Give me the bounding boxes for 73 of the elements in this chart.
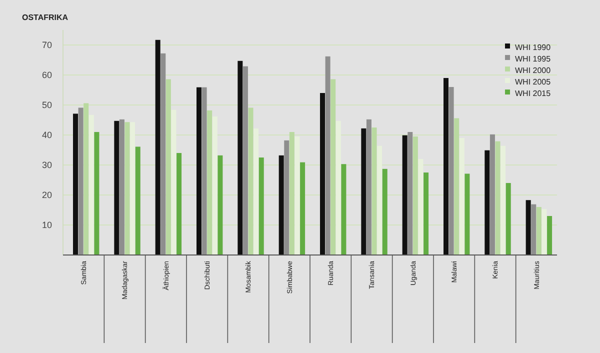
y-tick-label: 70 [42, 40, 52, 50]
bar [454, 118, 460, 255]
bar [242, 66, 248, 255]
bar [408, 132, 413, 255]
bar [218, 155, 223, 255]
bar [202, 87, 207, 255]
bar [382, 168, 388, 255]
chart-title: OSTAFRIKA [22, 13, 68, 22]
bar [294, 136, 300, 255]
bar [418, 159, 424, 255]
bar [336, 120, 341, 255]
bar [196, 87, 202, 255]
bar [258, 158, 264, 255]
bar [330, 79, 336, 255]
bar [155, 40, 160, 255]
bar [490, 134, 495, 255]
bar [377, 146, 382, 255]
bar [484, 150, 490, 255]
bar [130, 122, 136, 255]
bar [119, 119, 124, 255]
y-tick-label: 60 [42, 70, 52, 80]
bar [135, 146, 140, 255]
bar [464, 174, 470, 255]
bar [495, 141, 500, 255]
bar [289, 132, 294, 255]
bar [402, 135, 408, 255]
bar [506, 183, 511, 255]
bar [254, 128, 259, 255]
legend-label: WHI 1990 [515, 42, 552, 52]
bar [166, 79, 171, 255]
y-tick-label: 20 [42, 190, 52, 200]
bar [160, 53, 166, 255]
bar [171, 110, 176, 255]
bar [94, 132, 100, 255]
bar [207, 110, 212, 255]
legend-label: WHI 2005 [515, 77, 552, 86]
bar [542, 209, 547, 255]
bar [424, 172, 429, 255]
y-tick-label: 50 [42, 100, 52, 110]
bar [248, 108, 254, 255]
bar [278, 155, 284, 255]
y-tick-label: 10 [42, 220, 52, 230]
bar [238, 60, 243, 255]
bar [212, 116, 218, 255]
bar [320, 93, 325, 255]
bar [78, 108, 84, 255]
bar [412, 136, 418, 255]
bar [341, 164, 346, 255]
legend-label: WHI 2015 [515, 88, 552, 98]
bar [459, 138, 464, 255]
bar [114, 120, 120, 255]
bar [84, 103, 89, 255]
y-tick-label: 40 [42, 130, 52, 140]
bar [448, 87, 454, 255]
bar [547, 216, 552, 255]
bar [444, 78, 448, 255]
bar [325, 56, 330, 255]
bar [73, 114, 78, 255]
legend-label: WHI 2000 [515, 66, 552, 75]
bar [300, 162, 306, 255]
bar [526, 200, 531, 255]
bar [500, 146, 506, 255]
bar [536, 207, 542, 255]
bar [176, 153, 182, 255]
bar [361, 128, 366, 255]
bar [531, 204, 536, 255]
y-tick-label: 30 [42, 160, 52, 170]
legend-label: WHI 1995 [515, 54, 552, 64]
bar [372, 128, 377, 255]
bar [366, 119, 372, 255]
bar [124, 122, 130, 255]
bar [88, 114, 94, 255]
bar [284, 140, 290, 255]
